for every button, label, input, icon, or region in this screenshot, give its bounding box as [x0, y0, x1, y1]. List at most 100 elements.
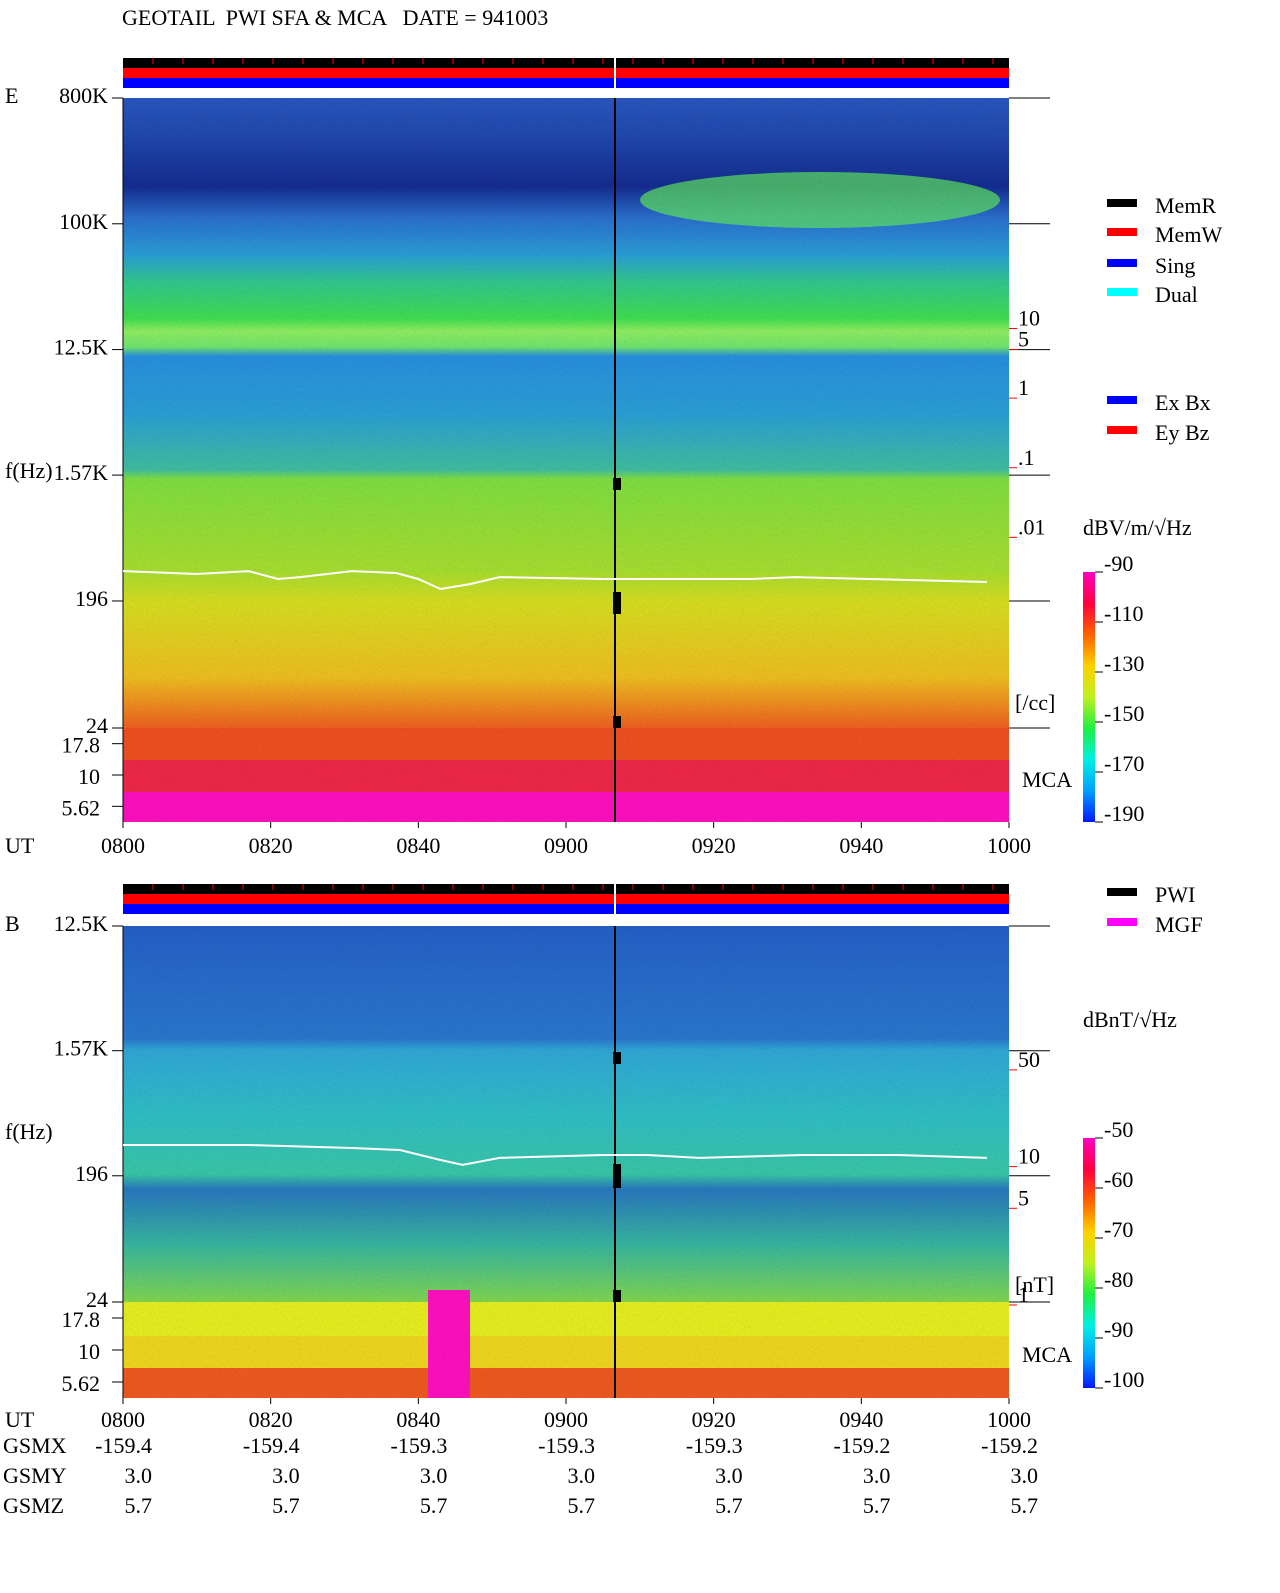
orbit-value: 5.7	[272, 1493, 300, 1518]
y-tick-label: 24	[86, 1287, 108, 1312]
colorbar-tick-label: -50	[1104, 1117, 1133, 1142]
orbit-value: 3.0	[715, 1463, 743, 1488]
x-tick-label: 0900	[544, 1407, 588, 1432]
status-bar	[123, 68, 1009, 78]
colorbar-tick-label: -170	[1104, 751, 1144, 776]
mca-tick-label: 10	[78, 1339, 100, 1364]
orbit-value: -159.2	[981, 1433, 1038, 1458]
x-tick-label: 0840	[396, 833, 440, 858]
colorbar-tick-label: -90	[1104, 551, 1133, 576]
y-tick-label: 196	[75, 1161, 108, 1186]
legend-swatch	[1107, 888, 1137, 896]
colorbar-tick-label: -70	[1104, 1217, 1133, 1242]
y2-tick-label: .01	[1018, 514, 1046, 539]
y2-tick-label: .1	[1018, 445, 1035, 470]
orbit-value: -159.4	[243, 1433, 300, 1458]
colorbar-tick-label: -130	[1104, 651, 1144, 676]
colorbar-label: dBnT/√Hz	[1083, 1007, 1177, 1032]
y2-axis-label: [nT]	[1015, 1272, 1054, 1297]
orbit-label: GSMY	[3, 1463, 67, 1488]
orbit-value: -159.2	[834, 1433, 891, 1458]
y-tick-label: 1.57K	[54, 1036, 109, 1061]
legend-swatch	[1107, 396, 1137, 404]
status-bar	[123, 884, 1009, 894]
orbit-value: 5.7	[1011, 1493, 1039, 1518]
y2-tick-label: 10	[1018, 1144, 1040, 1169]
legend-swatch	[1107, 259, 1137, 267]
legend-swatch	[1107, 228, 1137, 236]
orbit-label: GSMZ	[3, 1493, 64, 1518]
panel-label: B	[5, 911, 20, 936]
y2-tick-label: 1	[1018, 375, 1029, 400]
orbit-value: 3.0	[272, 1463, 300, 1488]
x-axis-label: UT	[5, 833, 35, 858]
y-tick-label: 800K	[59, 83, 108, 108]
x-tick-label: 0940	[839, 833, 883, 858]
colorbar	[1083, 572, 1095, 822]
legend-label: Ex Bx	[1155, 390, 1211, 415]
mca-tick-label: 17.8	[62, 1307, 101, 1332]
x-tick-label: 0820	[249, 1407, 293, 1432]
legend-label: Ey Bz	[1155, 420, 1210, 445]
orbit-value: 3.0	[568, 1463, 596, 1488]
orbit-value: 5.7	[125, 1493, 153, 1518]
orbit-label: GSMX	[3, 1433, 67, 1458]
legend-label: Sing	[1155, 253, 1195, 278]
x-axis-label: UT	[5, 1407, 35, 1432]
legend-swatch	[1107, 918, 1137, 926]
x-tick-label: 0840	[396, 1407, 440, 1432]
panel-label: E	[5, 83, 18, 108]
x-tick-label: 1000	[987, 833, 1031, 858]
colorbar-tick-label: -190	[1104, 801, 1144, 826]
y-tick-label: 100K	[59, 209, 108, 234]
x-tick-label: 1000	[987, 1407, 1031, 1432]
mca-tick-label: 17.8	[62, 733, 101, 758]
orbit-value: 3.0	[420, 1463, 448, 1488]
y-tick-label: 12.5K	[54, 335, 109, 360]
orbit-value: 5.7	[863, 1493, 891, 1518]
orbit-value: 3.0	[1011, 1463, 1039, 1488]
legend-swatch	[1107, 199, 1137, 207]
orbit-value: 3.0	[863, 1463, 891, 1488]
title: GEOTAIL PWI SFA & MCA DATE = 941003	[122, 5, 548, 30]
x-tick-label: 0920	[692, 833, 736, 858]
orbit-value: 5.7	[568, 1493, 596, 1518]
x-tick-label: 0900	[544, 833, 588, 858]
mca-label: MCA	[1022, 1342, 1072, 1367]
y2-tick-label: 10	[1018, 306, 1040, 331]
trace-line	[122, 570, 987, 591]
x-tick-label: 0920	[692, 1407, 736, 1432]
orbit-value: -159.3	[391, 1433, 448, 1458]
orbit-value: -159.4	[95, 1433, 152, 1458]
status-bar	[123, 894, 1009, 904]
orbit-value: -159.3	[686, 1433, 743, 1458]
orbit-value: 3.0	[125, 1463, 153, 1488]
mca-tick-label: 5.62	[62, 1371, 101, 1396]
orbit-value: -159.3	[538, 1433, 595, 1458]
y-tick-label: 24	[86, 713, 108, 738]
trace-line	[123, 1144, 987, 1166]
status-bar	[123, 904, 1009, 914]
legend-label: Dual	[1155, 282, 1198, 307]
y2-tick-label: 5	[1018, 1185, 1029, 1210]
y-tick-label: 196	[75, 586, 108, 611]
legend-label: MemW	[1155, 222, 1222, 247]
y2-tick-label: 50	[1018, 1047, 1040, 1072]
y-tick-label: 1.57K	[54, 460, 109, 485]
x-tick-label: 0820	[249, 833, 293, 858]
orbit-value: 5.7	[420, 1493, 448, 1518]
y2-axis-label: [/cc]	[1015, 690, 1055, 715]
status-bar	[123, 78, 1009, 88]
y-axis-label: f(Hz)	[5, 458, 53, 483]
mca-label: MCA	[1022, 767, 1072, 792]
legend-swatch	[1107, 288, 1137, 296]
legend-label: PWI	[1155, 882, 1195, 907]
spectrogram-image	[123, 98, 1009, 1398]
x-tick-label: 0940	[839, 1407, 883, 1432]
x-tick-label: 0800	[101, 1407, 145, 1432]
colorbar-tick-label: -150	[1104, 701, 1144, 726]
y-tick-label: 12.5K	[54, 911, 109, 936]
colorbar-tick-label: -90	[1104, 1317, 1133, 1342]
mca-tick-label: 10	[78, 764, 100, 789]
